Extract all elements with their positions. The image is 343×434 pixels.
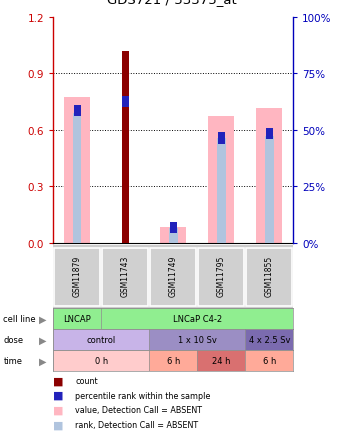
Bar: [74, 106, 81, 117]
Text: LNCaP C4-2: LNCaP C4-2: [173, 315, 222, 323]
Text: GSM11795: GSM11795: [217, 255, 226, 296]
Bar: [218, 133, 225, 144]
Bar: [208, 117, 235, 243]
Text: ▶: ▶: [39, 314, 46, 324]
Text: ■: ■: [53, 405, 64, 415]
Text: cell line: cell line: [3, 315, 36, 323]
Text: time: time: [3, 356, 22, 365]
Bar: [53, 350, 149, 371]
Text: LNCAP: LNCAP: [63, 315, 91, 323]
Bar: [197, 350, 245, 371]
Text: ■: ■: [53, 390, 64, 400]
Text: GSM11879: GSM11879: [73, 255, 82, 296]
Bar: [246, 248, 292, 306]
Text: rank, Detection Call = ABSENT: rank, Detection Call = ABSENT: [75, 420, 199, 429]
Text: 6 h: 6 h: [263, 356, 276, 365]
Text: count: count: [75, 376, 98, 385]
Bar: [265, 136, 274, 243]
Bar: [149, 329, 245, 350]
Bar: [217, 138, 226, 243]
Bar: [266, 128, 273, 140]
Bar: [73, 114, 82, 243]
Text: 0 h: 0 h: [95, 356, 108, 365]
Text: ■: ■: [53, 420, 64, 430]
Bar: [53, 309, 101, 329]
Bar: [149, 350, 197, 371]
Text: GSM11743: GSM11743: [121, 255, 130, 296]
Bar: [122, 52, 129, 243]
Text: 4 x 2.5 Sv: 4 x 2.5 Sv: [249, 335, 290, 344]
Bar: [54, 248, 100, 306]
Text: 6 h: 6 h: [167, 356, 180, 365]
Text: percentile rank within the sample: percentile rank within the sample: [75, 391, 211, 400]
Bar: [245, 329, 293, 350]
Bar: [169, 229, 178, 243]
Bar: [170, 222, 177, 233]
Bar: [150, 248, 196, 306]
Bar: [198, 248, 244, 306]
Bar: [245, 350, 293, 371]
Bar: [256, 109, 283, 243]
Bar: [122, 97, 129, 108]
Text: GSM11855: GSM11855: [265, 255, 274, 296]
Text: ▶: ▶: [39, 356, 46, 365]
Bar: [64, 98, 91, 243]
Text: ▶: ▶: [39, 335, 46, 345]
Text: GSM11749: GSM11749: [169, 255, 178, 296]
Text: 24 h: 24 h: [212, 356, 230, 365]
Text: value, Detection Call = ABSENT: value, Detection Call = ABSENT: [75, 405, 202, 414]
Text: control: control: [86, 335, 116, 344]
Text: GDS721 / 53375_at: GDS721 / 53375_at: [107, 0, 236, 6]
Bar: [101, 309, 293, 329]
Text: 1 x 10 Sv: 1 x 10 Sv: [178, 335, 217, 344]
Bar: [53, 329, 149, 350]
Bar: [160, 227, 187, 243]
Bar: [102, 248, 148, 306]
Text: dose: dose: [3, 335, 24, 344]
Text: ■: ■: [53, 375, 64, 385]
